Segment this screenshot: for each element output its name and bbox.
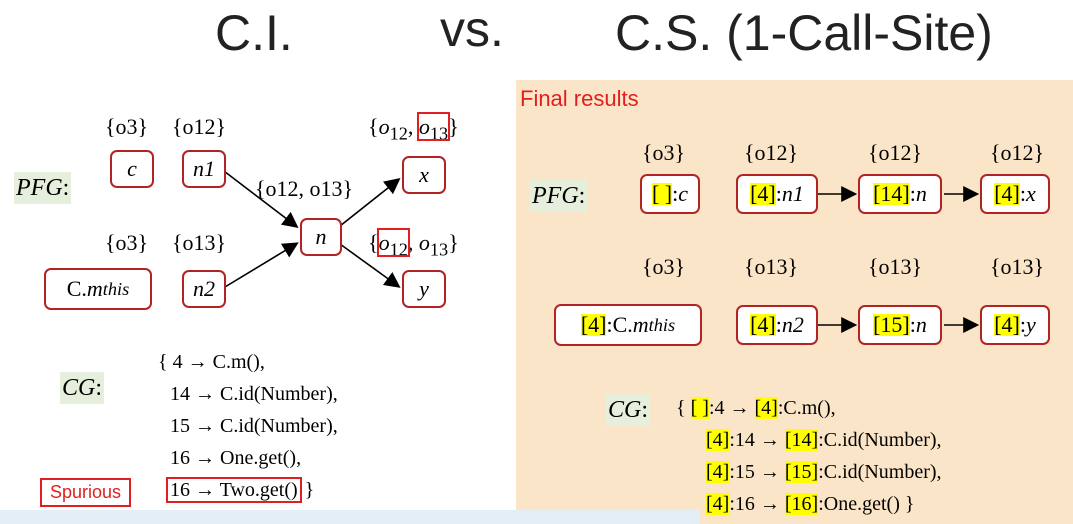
edge-n-y [339, 243, 401, 288]
r1-node-1: [ ]: c [640, 174, 700, 214]
r2-set-3: {o13} [868, 254, 923, 279]
title-vs: vs. [440, 1, 504, 57]
set-n1: {o12} [172, 114, 227, 139]
node-c: c [110, 150, 154, 188]
r1-node-3: [14]: n [858, 174, 942, 214]
right-cg-line-2: [4]:14 → [14]:C.id(Number), [706, 429, 942, 451]
node-x: x [402, 156, 446, 194]
left-cg-line-2: 14 → C.id(Number), [170, 383, 338, 405]
left-cg-label: CG: [60, 372, 105, 404]
left-cg-line-3: 15 → C.id(Number), [170, 415, 338, 437]
final-results-label: Final results [520, 86, 639, 111]
right-cg-line-1: { [ ]:4 → [4]:C.m(), [676, 397, 836, 419]
r1-set-2: {o12} [744, 140, 799, 165]
right-cg-line-3: [4]:15 → [15]:C.id(Number), [706, 461, 942, 483]
r1-set-3: {o12} [868, 140, 923, 165]
right-cg-line-4: [4]:16 → [16]:One.get() } [706, 493, 915, 515]
left-cg-line-5: 16 → Two.get() } [166, 477, 315, 503]
title-left: C.I. [215, 5, 293, 61]
spurious-label: Spurious [40, 478, 132, 507]
bottom-bar [0, 510, 700, 524]
edge-n2-n [219, 242, 299, 291]
r2-set-1: {o3} [642, 254, 686, 279]
set-n2: {o13} [172, 230, 227, 255]
left-cg-line-4: 16 → One.get(), [170, 447, 302, 469]
set-x: {o12, o13} [368, 112, 459, 144]
r2-node-3: [15]: n [858, 305, 942, 345]
r2-node-1: [4]:C. m this [554, 304, 702, 346]
r1-set-1: {o3} [642, 140, 686, 165]
r2-node-4: [4]: y [980, 305, 1050, 345]
r1-node-2: [4]: n1 [736, 174, 818, 214]
set-n: {o12, o13} [255, 176, 354, 201]
right-cg-label: CG: [606, 394, 651, 426]
r2-set-4: {o13} [990, 254, 1045, 279]
node-cm: C. m this [44, 268, 152, 310]
set-cm: {o3} [105, 230, 149, 255]
node-n: n [300, 218, 342, 256]
node-n2: n2 [182, 270, 226, 308]
r1-set-4: {o12} [990, 140, 1045, 165]
title-right: C.S. (1-Call-Site) [615, 5, 993, 61]
left-cg-line-1: { 4 → C.m(), [158, 351, 265, 373]
right-pfg-label: PFG: [530, 180, 588, 212]
node-y: y [402, 270, 446, 308]
edge-n1-n [219, 167, 299, 228]
r2-set-2: {o13} [744, 254, 799, 279]
set-y: {o12, o13} [368, 228, 459, 260]
r2-node-2: [4]: n2 [736, 305, 818, 345]
node-n1: n1 [182, 150, 226, 188]
left-pfg-label: PFG: [14, 172, 72, 204]
edge-n-x [339, 178, 401, 227]
r1-node-4: [4]: x [980, 174, 1050, 214]
set-c: {o3} [105, 114, 149, 139]
spurious-edge: 16 → Two.get() [166, 477, 302, 503]
